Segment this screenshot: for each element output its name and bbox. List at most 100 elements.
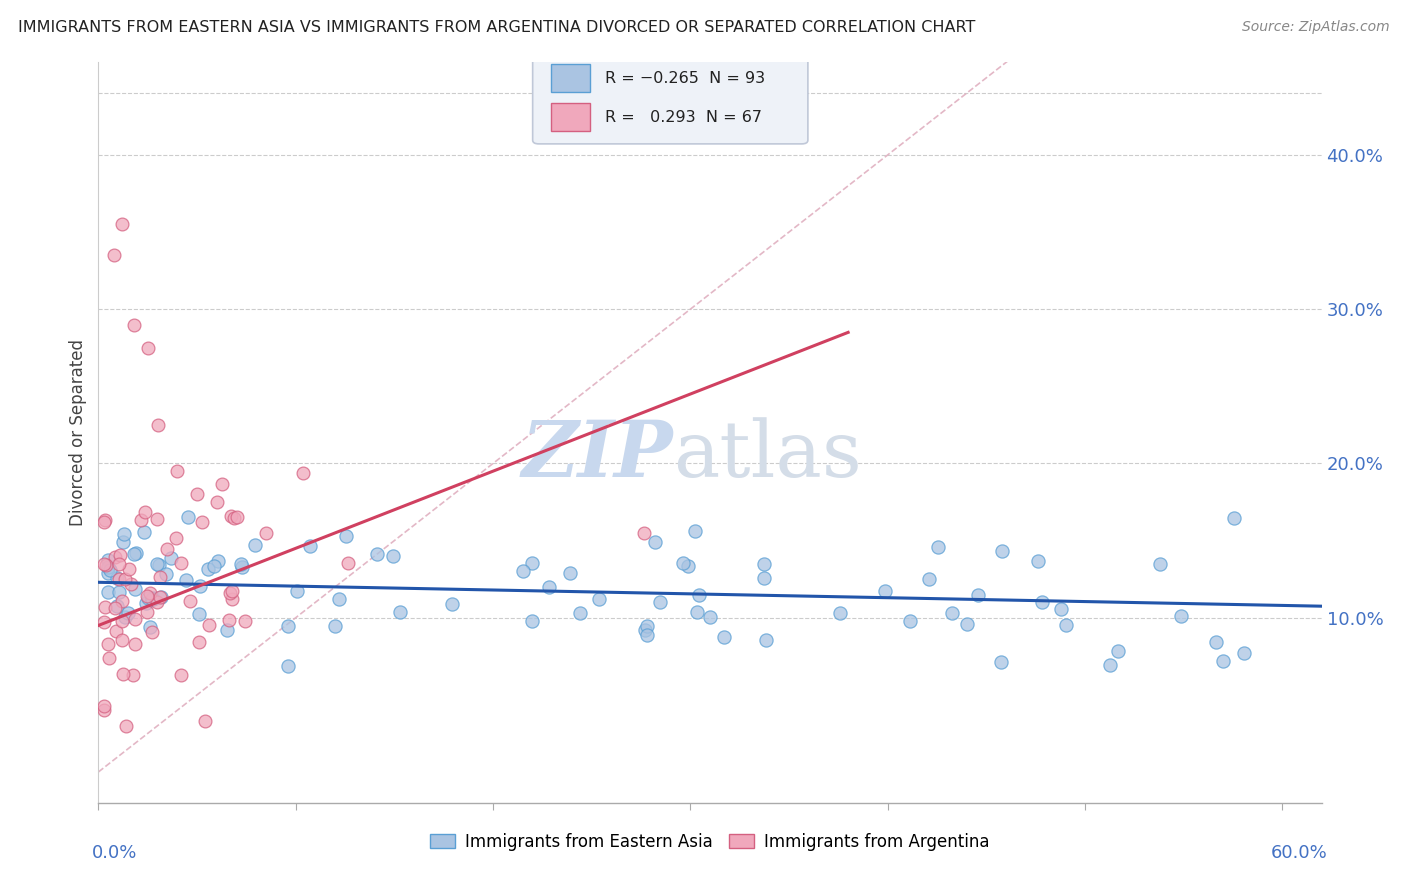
Point <box>120 577 142 591</box>
Point <box>224 511 246 525</box>
Point <box>956 616 979 631</box>
Point <box>636 619 658 633</box>
Point <box>160 550 183 565</box>
Point <box>118 562 141 576</box>
Point <box>177 509 200 524</box>
Point <box>111 667 134 681</box>
Point <box>94 600 117 615</box>
Point <box>298 539 321 553</box>
Point <box>966 588 988 602</box>
Point <box>191 515 214 529</box>
Point <box>132 524 155 539</box>
Point <box>243 538 266 552</box>
Point <box>114 572 136 586</box>
Point <box>112 535 135 549</box>
Point <box>187 634 209 648</box>
Point <box>141 624 163 639</box>
Point <box>124 637 146 651</box>
Point <box>218 614 240 628</box>
Point <box>105 570 128 584</box>
Point <box>291 467 314 481</box>
Text: 60.0%: 60.0% <box>1271 844 1327 862</box>
Point <box>197 562 219 576</box>
Point <box>688 589 710 603</box>
Point <box>97 559 120 574</box>
Point <box>194 714 217 728</box>
Point <box>150 590 173 604</box>
Point <box>211 477 233 491</box>
Point <box>231 558 253 572</box>
Point <box>97 553 120 567</box>
Point <box>111 633 134 648</box>
Point <box>174 574 197 588</box>
Point <box>135 605 157 619</box>
Point <box>512 564 534 578</box>
Point <box>104 549 127 564</box>
Point <box>366 547 388 561</box>
Point <box>136 341 159 355</box>
Point <box>900 614 922 628</box>
Point <box>115 719 138 733</box>
Point <box>97 651 120 665</box>
Text: R = −0.265  N = 93: R = −0.265 N = 93 <box>605 71 765 87</box>
Point <box>991 544 1014 558</box>
Point <box>328 591 350 606</box>
Point <box>139 586 162 600</box>
FancyBboxPatch shape <box>551 64 591 92</box>
Point <box>93 516 115 530</box>
Point <box>1233 646 1256 660</box>
Point <box>105 599 128 613</box>
Point <box>221 584 243 599</box>
Point <box>155 566 177 581</box>
Point <box>136 589 159 603</box>
Point <box>148 569 170 583</box>
Point <box>146 417 169 432</box>
Point <box>672 556 695 570</box>
Point <box>941 607 963 621</box>
Point <box>633 525 655 540</box>
Point <box>124 611 146 625</box>
Point <box>138 620 160 634</box>
Point <box>93 513 115 527</box>
Point <box>179 594 201 608</box>
Text: 0.0%: 0.0% <box>93 844 138 862</box>
Point <box>1050 601 1073 615</box>
Point <box>381 549 404 563</box>
Point <box>875 583 897 598</box>
Text: ZIP: ZIP <box>522 417 673 493</box>
Point <box>335 529 357 543</box>
Point <box>94 558 117 572</box>
Point <box>644 535 666 549</box>
Point <box>141 591 163 606</box>
Point <box>634 623 657 637</box>
Point <box>114 610 136 624</box>
Point <box>588 591 610 606</box>
Point <box>170 557 193 571</box>
Point <box>1026 554 1049 568</box>
Point <box>187 607 209 622</box>
Point <box>678 558 700 573</box>
Point <box>135 596 157 610</box>
Y-axis label: Divorced or Separated: Divorced or Separated <box>69 339 87 526</box>
Point <box>105 624 128 638</box>
Point <box>1099 658 1122 673</box>
Point <box>520 556 543 570</box>
Point <box>111 218 134 232</box>
Point <box>156 542 179 557</box>
Point <box>277 658 299 673</box>
Point <box>686 605 709 619</box>
Point <box>202 558 225 573</box>
Point <box>186 487 208 501</box>
Point <box>754 557 776 571</box>
FancyBboxPatch shape <box>533 52 808 144</box>
Point <box>388 606 411 620</box>
Point <box>136 591 159 605</box>
Point <box>117 606 139 620</box>
FancyBboxPatch shape <box>551 103 591 131</box>
Point <box>97 566 120 580</box>
Point <box>277 618 299 632</box>
Point <box>146 558 169 572</box>
Point <box>1223 511 1246 525</box>
Point <box>231 559 253 574</box>
Point <box>134 504 156 518</box>
